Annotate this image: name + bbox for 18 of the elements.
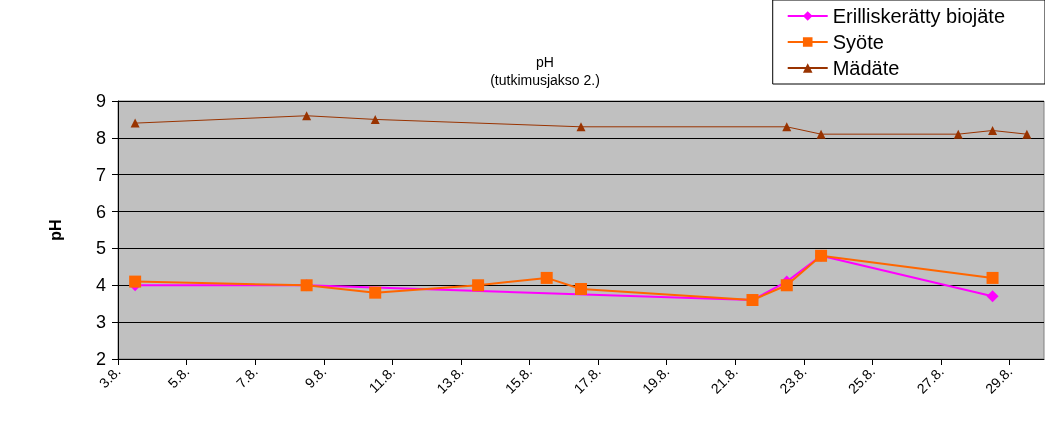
legend-label: Erilliskerätty biojäte: [832, 5, 1006, 27]
y-tick-label: 4: [95, 275, 106, 296]
y-tick-label: 5: [95, 238, 106, 259]
chart-subtitle: (tutkimusjakso 2.): [490, 72, 600, 88]
y-tick-label: 3: [95, 312, 106, 333]
x-tick-label: 5.8.: [164, 363, 193, 392]
x-tick-label: 9.8.: [301, 363, 330, 392]
x-tick-label: 11.8.: [365, 363, 399, 396]
y-tick-label: 2: [95, 349, 106, 369]
legend-label: Syöte: [832, 31, 884, 53]
y-tick-label: 6: [95, 201, 106, 222]
y-tick-label: 9: [95, 91, 106, 111]
y-tick-label: 7: [95, 164, 106, 185]
x-tick-label: 7.8.: [233, 363, 261, 392]
chart-title: pH: [536, 54, 554, 70]
y-axis-title: pH: [46, 219, 64, 241]
legend-label: Mädäte: [832, 57, 900, 79]
y-tick-label: 8: [95, 127, 106, 148]
